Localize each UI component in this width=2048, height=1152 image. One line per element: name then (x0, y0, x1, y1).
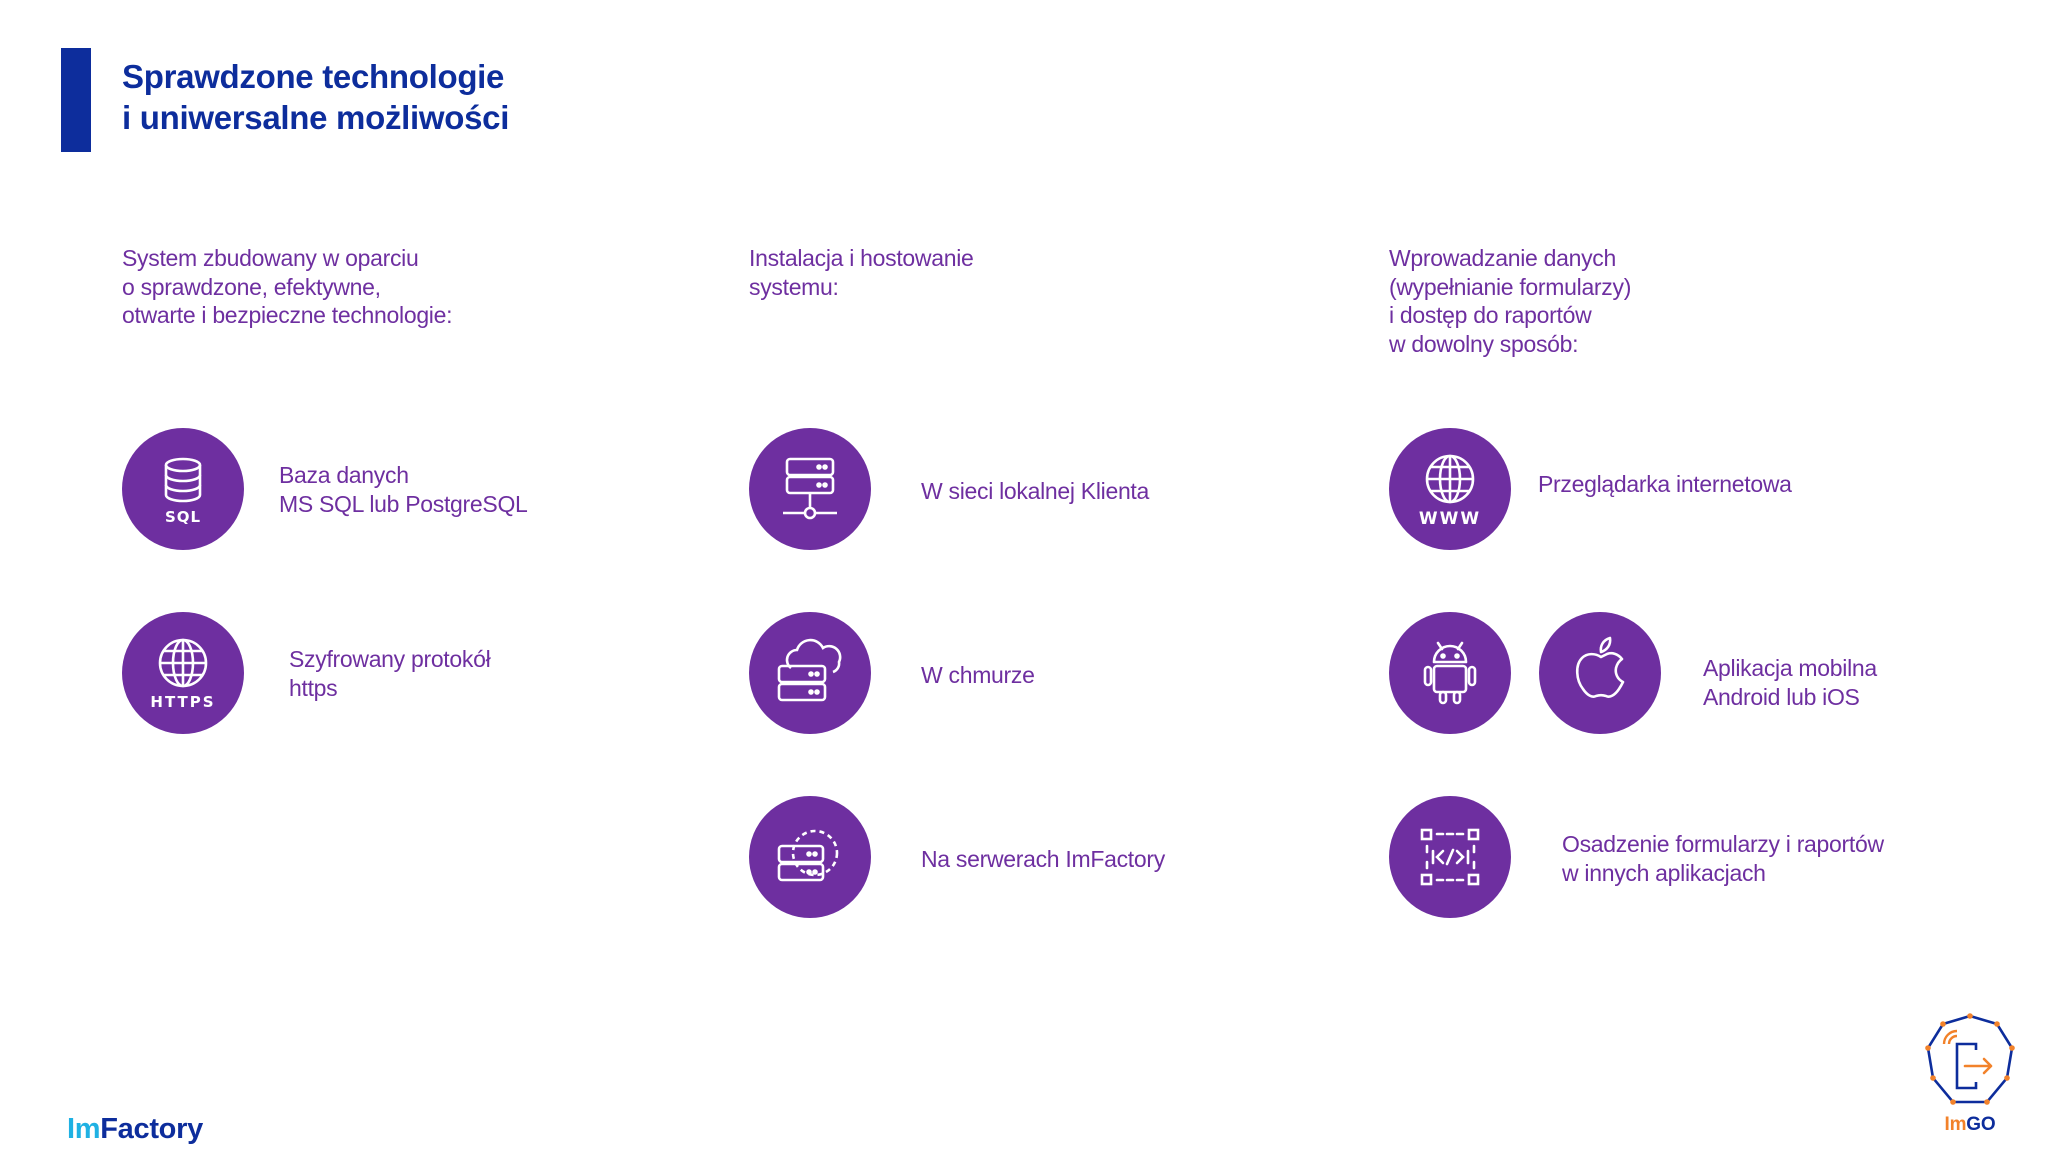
imgo-go-part: GO (1966, 1114, 1996, 1135)
cloud-label: W chmurze (921, 661, 1035, 690)
mobile-app-label: Aplikacja mobilna Android lub iOS (1703, 654, 1877, 711)
intro-line: System zbudowany w oparciu (122, 245, 419, 271)
label-line: Przeglądarka internetowa (1538, 471, 1792, 497)
imgo-wordmark: ImGO (1905, 1114, 2035, 1136)
www-icon-caption: WWW (1419, 509, 1481, 529)
database-sql-icon: SQL (122, 428, 244, 550)
android-icon (1389, 612, 1511, 734)
intro-line: o sprawdzone, efektywne, (122, 273, 381, 300)
globe-https-icon: HTTPS (122, 612, 244, 734)
intro-line: otwarte i bezpieczne technologie: (122, 302, 453, 328)
https-label: Szyfrowany protokół https (289, 645, 491, 702)
intro-line: w dowolny sposób: (1389, 330, 1579, 357)
column-access-intro: Wprowadzanie danych (wypełnianie formula… (1389, 244, 1631, 358)
sql-icon-caption: SQL (165, 508, 201, 526)
page-title-line-1: Sprawdzone technologie (122, 58, 505, 95)
local-server-network-icon (749, 428, 871, 550)
imgo-emblem-icon (1925, 1013, 2015, 1105)
imgo-im-part: Im (1944, 1114, 1967, 1135)
intro-line: Instalacja i hostowanie (749, 245, 974, 271)
label-line: Na serwerach ImFactory (921, 846, 1165, 872)
intro-line: Wprowadzanie danych (1389, 245, 1616, 271)
database-label: Baza danych MS SQL lub PostgreSQL (279, 461, 528, 518)
embed-code-icon (1389, 796, 1511, 918)
title-accent-bar (61, 48, 91, 152)
column-hosting-intro: Instalacja i hostowanie systemu: (749, 244, 974, 301)
intro-line: systemu: (749, 273, 839, 300)
column-technologies-intro: System zbudowany w oparciu o sprawdzone,… (122, 244, 453, 330)
globe-www-icon: WWW (1389, 428, 1511, 550)
label-line: Osadzenie formularzy i raportów (1562, 831, 1884, 857)
browser-label: Przeglądarka internetowa (1538, 470, 1792, 499)
embed-label: Osadzenie formularzy i raportów w innych… (1562, 830, 1884, 887)
label-line: w innych aplikacjach (1562, 859, 1766, 886)
https-icon-caption: HTTPS (150, 693, 215, 711)
local-network-label: W sieci lokalnej Klienta (921, 477, 1149, 506)
imfactory-logo: ImFactory (67, 1112, 203, 1146)
cloud-server-icon (749, 612, 871, 734)
logo-im-part: Im (67, 1113, 101, 1145)
label-line: Baza danych (279, 462, 409, 488)
label-line: Aplikacja mobilna (1703, 655, 1877, 681)
apple-icon (1539, 612, 1661, 734)
imgo-logo: ImGO (1905, 1006, 2035, 1146)
imfactory-servers-label: Na serwerach ImFactory (921, 845, 1165, 874)
label-line: MS SQL lub PostgreSQL (279, 490, 528, 517)
label-line: https (289, 674, 338, 701)
hosted-server-icon (749, 796, 871, 918)
label-line: W chmurze (921, 662, 1035, 688)
intro-line: i dostęp do raportów (1389, 302, 1592, 328)
label-line: Szyfrowany protokół (289, 646, 491, 672)
label-line: Android lub iOS (1703, 683, 1860, 710)
logo-factory-part: Factory (100, 1113, 203, 1145)
label-line: W sieci lokalnej Klienta (921, 478, 1150, 504)
page-title: Sprawdzone technologie i uniwersalne moż… (122, 56, 509, 138)
page-title-line-2: i uniwersalne możliwości (122, 99, 510, 136)
intro-line: (wypełnianie formularzy) (1389, 273, 1632, 300)
